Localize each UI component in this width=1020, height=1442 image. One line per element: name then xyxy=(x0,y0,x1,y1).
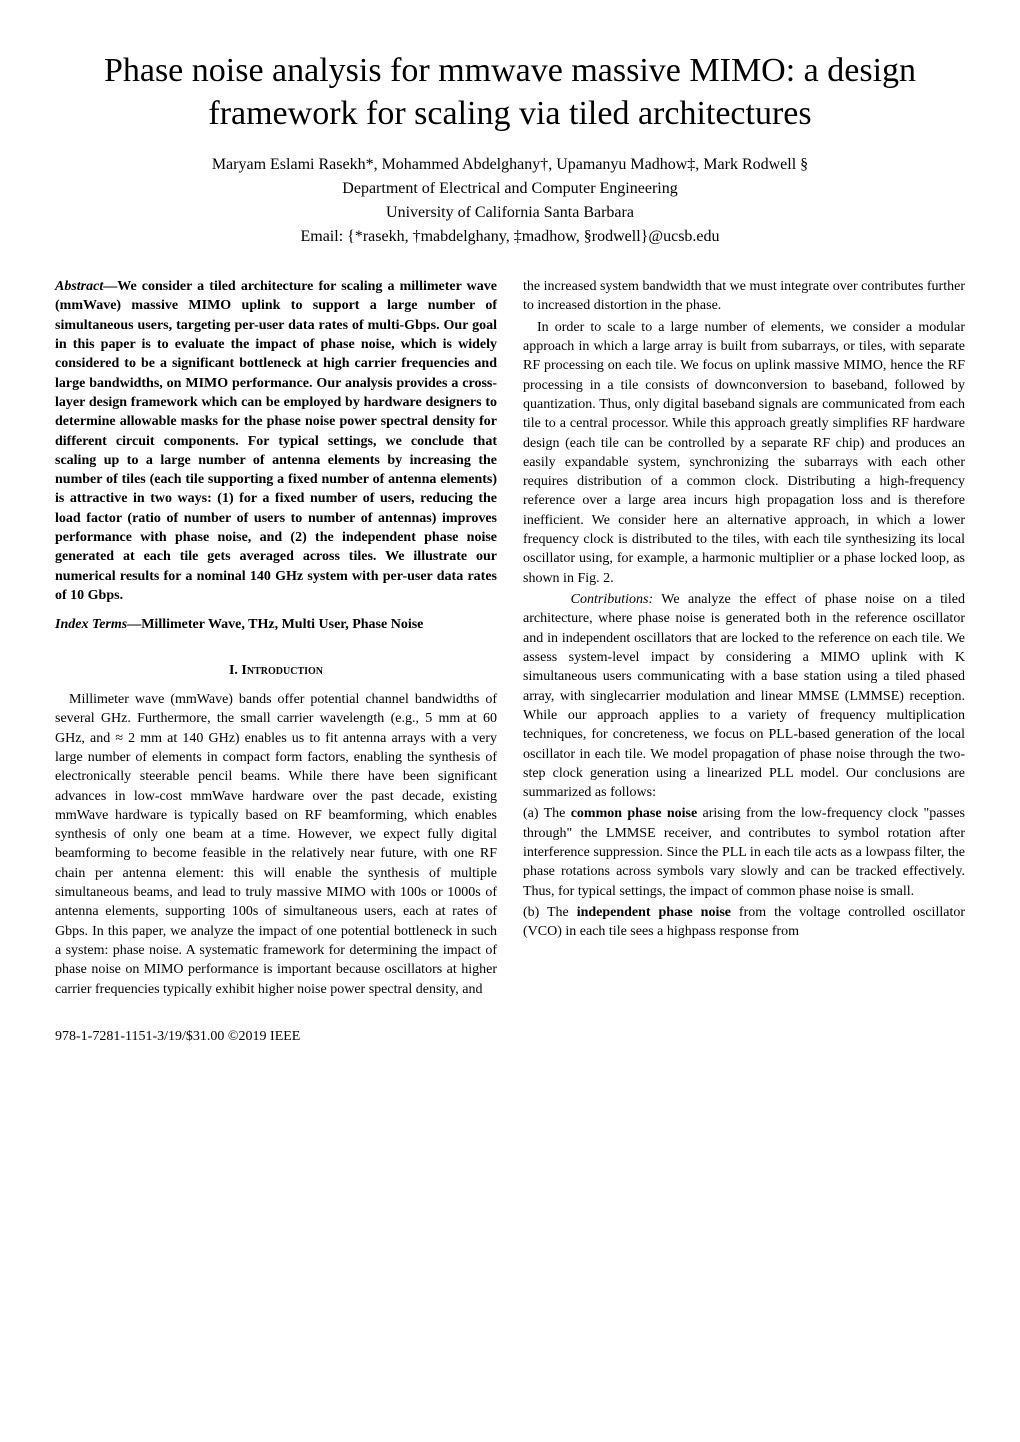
intro-paragraph-1-cont: the increased system bandwidth that we m… xyxy=(523,277,965,316)
contributions-text: We analyze the effect of phase noise on … xyxy=(523,592,965,800)
abstract-label: Abstract xyxy=(55,279,103,294)
conclusion-a: (a) The common phase noise arising from … xyxy=(523,804,965,901)
author-univ: University of California Santa Barbara xyxy=(55,201,965,225)
right-column: the increased system bandwidth that we m… xyxy=(523,277,965,1001)
index-terms: Index Terms—Millimeter Wave, THz, Multi … xyxy=(55,615,497,634)
paper-title: Phase noise analysis for mmwave massive … xyxy=(55,50,965,135)
conclusion-a-prefix: (a) The xyxy=(523,806,571,821)
index-terms-label: Index Terms xyxy=(55,617,127,632)
index-terms-text: —Millimeter Wave, THz, Multi User, Phase… xyxy=(127,617,423,632)
contributions-label: Contributions: xyxy=(571,592,653,607)
abstract-text: —We consider a tiled architecture for sc… xyxy=(55,279,497,603)
copyright-footer: 978-1-7281-1151-3/19/$31.00 ©2019 IEEE xyxy=(55,1029,965,1045)
conclusion-a-bold: common phase noise xyxy=(571,806,698,821)
conclusion-b-prefix: (b) The xyxy=(523,905,577,920)
conclusion-b: (b) The independent phase noise from the… xyxy=(523,903,965,942)
author-dept: Department of Electrical and Computer En… xyxy=(55,177,965,201)
abstract: Abstract—We consider a tiled architectur… xyxy=(55,277,497,605)
conclusion-b-bold: independent phase noise xyxy=(577,905,731,920)
two-column-body: Abstract—We consider a tiled architectur… xyxy=(55,277,965,1001)
author-block: Maryam Eslami Rasekh*, Mohammed Abdelgha… xyxy=(55,153,965,249)
author-names: Maryam Eslami Rasekh*, Mohammed Abdelgha… xyxy=(55,153,965,177)
intro-paragraph-1: Millimeter wave (mmWave) bands offer pot… xyxy=(55,690,497,999)
section-1-heading: I. Introduction xyxy=(55,661,497,680)
intro-paragraph-2: In order to scale to a large number of e… xyxy=(523,318,965,588)
author-email: Email: {*rasekh, †mabdelghany, ‡madhow, … xyxy=(55,225,965,249)
left-column: Abstract—We consider a tiled architectur… xyxy=(55,277,497,1001)
contributions-paragraph: Contributions: We analyze the effect of … xyxy=(523,590,965,802)
